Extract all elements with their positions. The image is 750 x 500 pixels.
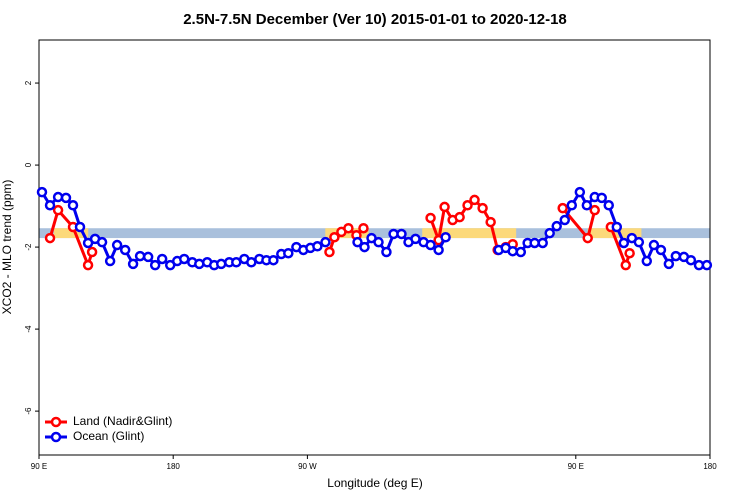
data-point <box>44 232 56 244</box>
data-point <box>74 221 86 233</box>
data-point <box>633 236 645 248</box>
data-point <box>246 257 257 268</box>
data-point <box>312 241 323 252</box>
data-point <box>358 222 369 234</box>
data-point <box>454 211 465 223</box>
data-point <box>618 237 630 249</box>
data-point <box>670 250 682 262</box>
data-point <box>381 246 392 258</box>
y-tick-label: 2 <box>24 80 33 85</box>
data-point <box>149 259 161 271</box>
data-point <box>44 200 56 211</box>
data-point <box>396 228 407 240</box>
data-point <box>127 258 139 270</box>
data-point <box>268 254 279 266</box>
y-tick-label: -2 <box>24 243 33 251</box>
data-point <box>60 192 72 204</box>
data-point <box>425 212 436 224</box>
data-point <box>373 236 384 248</box>
data-point <box>566 200 578 211</box>
x-tick-label: 90 E <box>568 462 584 471</box>
data-point <box>86 246 98 258</box>
data-point <box>620 259 632 271</box>
data-point <box>559 214 571 226</box>
data-point <box>515 246 527 258</box>
legend-label: Ocean (Glint) <box>73 429 144 443</box>
data-point <box>82 259 94 271</box>
data-point <box>111 239 123 251</box>
y-tick-label: 0 <box>24 162 33 167</box>
data-point <box>469 194 480 206</box>
x-axis-label: Longitude (deg E) <box>327 476 422 490</box>
data-point <box>641 255 653 267</box>
data-point <box>231 257 242 268</box>
legend-marker <box>50 431 62 443</box>
data-point <box>119 244 131 256</box>
data-point <box>624 247 635 259</box>
data-point <box>507 245 518 257</box>
data-point <box>596 192 607 204</box>
legend-label: Land (Nadir&Glint) <box>73 414 172 428</box>
data-point <box>485 216 496 228</box>
data-point <box>655 244 667 256</box>
land-range <box>53 228 89 239</box>
data-point <box>440 231 451 243</box>
data-point <box>52 204 64 216</box>
data-point <box>439 201 450 213</box>
x-tick-label: 180 <box>167 462 181 471</box>
data-point <box>67 200 79 211</box>
data-point <box>701 259 713 271</box>
legend-marker <box>50 416 62 428</box>
data-point <box>425 239 436 251</box>
reference-band <box>39 228 710 239</box>
data-point <box>582 232 593 244</box>
data-point <box>574 186 586 198</box>
data-point <box>343 222 354 234</box>
data-point <box>352 236 363 248</box>
data-point <box>557 202 568 214</box>
y-tick-label: -4 <box>24 325 33 333</box>
data-point <box>551 220 562 232</box>
data-point <box>104 255 116 267</box>
data-point <box>329 231 340 243</box>
data-point <box>36 186 48 198</box>
data-point <box>410 233 421 245</box>
data-point <box>581 200 593 211</box>
y-tick-label: -6 <box>24 407 33 415</box>
data-point <box>215 258 227 270</box>
data-point <box>283 247 294 259</box>
x-tick-label: 90 W <box>298 462 317 471</box>
data-point <box>663 258 675 270</box>
data-point <box>142 251 154 263</box>
plot-frame <box>38 39 711 456</box>
data-point <box>529 237 540 249</box>
data-point <box>537 237 548 249</box>
data-point <box>611 221 623 233</box>
data-point <box>589 204 600 216</box>
data-point <box>359 241 370 253</box>
data-point <box>462 200 473 211</box>
x-tick-label: 90 E <box>31 462 47 471</box>
x-tick-label: 180 <box>703 462 717 471</box>
land-range <box>422 228 517 239</box>
data-point <box>324 246 335 258</box>
chart-title: 2.5N-7.5N December (Ver 10) 2015-01-01 t… <box>183 11 567 28</box>
data-point <box>648 239 660 251</box>
data-point <box>96 236 108 248</box>
data-point <box>603 200 615 211</box>
data-point <box>544 227 555 239</box>
y-axis-label: XCO2 - MLO trend (ppm) <box>0 180 14 315</box>
data-point <box>134 250 146 262</box>
data-point <box>178 253 190 265</box>
data-point <box>477 202 488 214</box>
data-point <box>320 236 331 248</box>
data-point <box>685 254 697 266</box>
data-point <box>433 244 444 256</box>
data-point <box>156 253 168 265</box>
